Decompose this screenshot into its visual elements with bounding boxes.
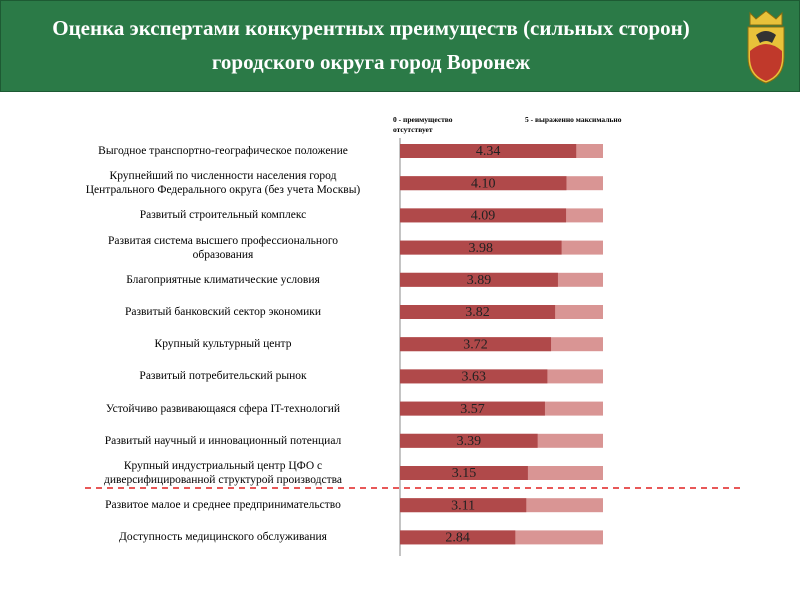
bar bbox=[400, 466, 528, 480]
category-label: Развитый потребительский рынок bbox=[139, 370, 307, 383]
bar bbox=[400, 272, 558, 287]
category-label: Развитый научный и инновационный потенци… bbox=[104, 434, 342, 447]
coat-of-arms bbox=[747, 10, 785, 84]
value-label: 3.15 bbox=[452, 466, 477, 481]
category-label: Развитый строительный комплекс bbox=[139, 209, 307, 222]
value-label: 3.72 bbox=[463, 337, 488, 352]
chart-title: Оценка экспертами конкурентных преимущес… bbox=[52, 16, 690, 74]
category-label: Развитое малое и среднее предприниматель… bbox=[105, 499, 341, 512]
value-label: 3.39 bbox=[457, 434, 482, 449]
bar bbox=[400, 305, 556, 319]
category-label: Крупнейший по численности населения горо… bbox=[85, 170, 361, 197]
bar bbox=[400, 337, 552, 352]
bar bbox=[400, 401, 545, 416]
category-label: Выгодное транспортно-географическое поло… bbox=[98, 145, 348, 157]
category-label: Благоприятные климатические условия bbox=[126, 273, 320, 286]
bar bbox=[400, 240, 562, 255]
annotation: 5 - выраженно максимально bbox=[525, 115, 622, 124]
value-label: 3.63 bbox=[461, 370, 486, 385]
value-label: 3.82 bbox=[465, 305, 490, 320]
annotation: 0 - преимущество отсутствует bbox=[393, 115, 453, 134]
bar bbox=[400, 369, 548, 384]
value-label: 3.11 bbox=[451, 498, 475, 513]
value-label: 3.98 bbox=[469, 241, 494, 256]
value-label: 4.09 bbox=[471, 209, 496, 224]
value-label: 3.57 bbox=[460, 402, 485, 417]
bar bbox=[400, 498, 527, 513]
value-label: 3.89 bbox=[467, 273, 492, 288]
bar bbox=[400, 433, 538, 448]
category-label: Крупный индустриальный центр ЦФО с дивер… bbox=[103, 460, 343, 486]
category-label: Развитый банковский сектор экономики bbox=[124, 306, 322, 318]
value-label: 4.34 bbox=[476, 144, 501, 159]
bar bbox=[400, 144, 577, 158]
bar bbox=[400, 208, 567, 223]
value-label: 4.10 bbox=[471, 176, 496, 191]
category-label: Крупный культурный центр bbox=[154, 338, 292, 351]
value-label: 2.84 bbox=[445, 531, 470, 546]
bar bbox=[400, 530, 516, 545]
category-label: Устойчиво развивающаяся сфера IT-техноло… bbox=[105, 402, 341, 415]
header: Оценка экспертами конкурентных преимущес… bbox=[0, 0, 800, 92]
category-label: Доступность медицинского обслуживания bbox=[119, 531, 327, 544]
bar bbox=[400, 176, 567, 191]
category-label: Развитая система высшего профессионально… bbox=[107, 234, 339, 261]
